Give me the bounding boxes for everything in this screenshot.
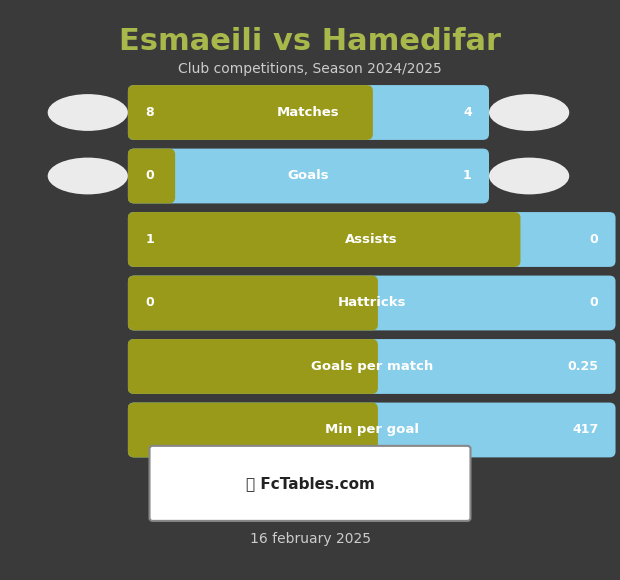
Text: 8: 8 (145, 106, 154, 119)
FancyBboxPatch shape (128, 276, 616, 331)
Text: 4: 4 (463, 106, 472, 119)
Text: 1: 1 (463, 169, 472, 183)
Text: Goals: Goals (288, 169, 329, 183)
Ellipse shape (48, 94, 128, 131)
Text: Matches: Matches (277, 106, 340, 119)
Text: 16 february 2025: 16 february 2025 (249, 532, 371, 546)
FancyBboxPatch shape (128, 339, 616, 394)
Text: Esmaeili vs Hamedifar: Esmaeili vs Hamedifar (119, 27, 501, 56)
Text: 417: 417 (572, 423, 598, 437)
Text: 0.25: 0.25 (567, 360, 598, 373)
Text: 1: 1 (145, 233, 154, 246)
FancyBboxPatch shape (128, 85, 373, 140)
FancyBboxPatch shape (149, 446, 471, 521)
Ellipse shape (48, 158, 128, 194)
Text: 0: 0 (590, 296, 598, 310)
Ellipse shape (489, 94, 569, 131)
Text: 0: 0 (145, 169, 154, 183)
Text: 0: 0 (590, 233, 598, 246)
FancyBboxPatch shape (128, 403, 616, 458)
FancyBboxPatch shape (128, 212, 520, 267)
Text: Goals per match: Goals per match (311, 360, 433, 373)
FancyBboxPatch shape (128, 148, 175, 204)
Text: Assists: Assists (345, 233, 398, 246)
Text: 0: 0 (145, 296, 154, 310)
FancyBboxPatch shape (128, 339, 378, 394)
Text: Hattricks: Hattricks (337, 296, 406, 310)
Ellipse shape (489, 158, 569, 194)
FancyBboxPatch shape (128, 276, 378, 331)
FancyBboxPatch shape (128, 403, 378, 458)
FancyBboxPatch shape (128, 148, 489, 204)
Text: Club competitions, Season 2024/2025: Club competitions, Season 2024/2025 (178, 62, 442, 76)
FancyBboxPatch shape (128, 85, 489, 140)
Text: 🏦 FcTables.com: 🏦 FcTables.com (246, 476, 374, 491)
FancyBboxPatch shape (128, 212, 616, 267)
Text: Min per goal: Min per goal (325, 423, 418, 437)
